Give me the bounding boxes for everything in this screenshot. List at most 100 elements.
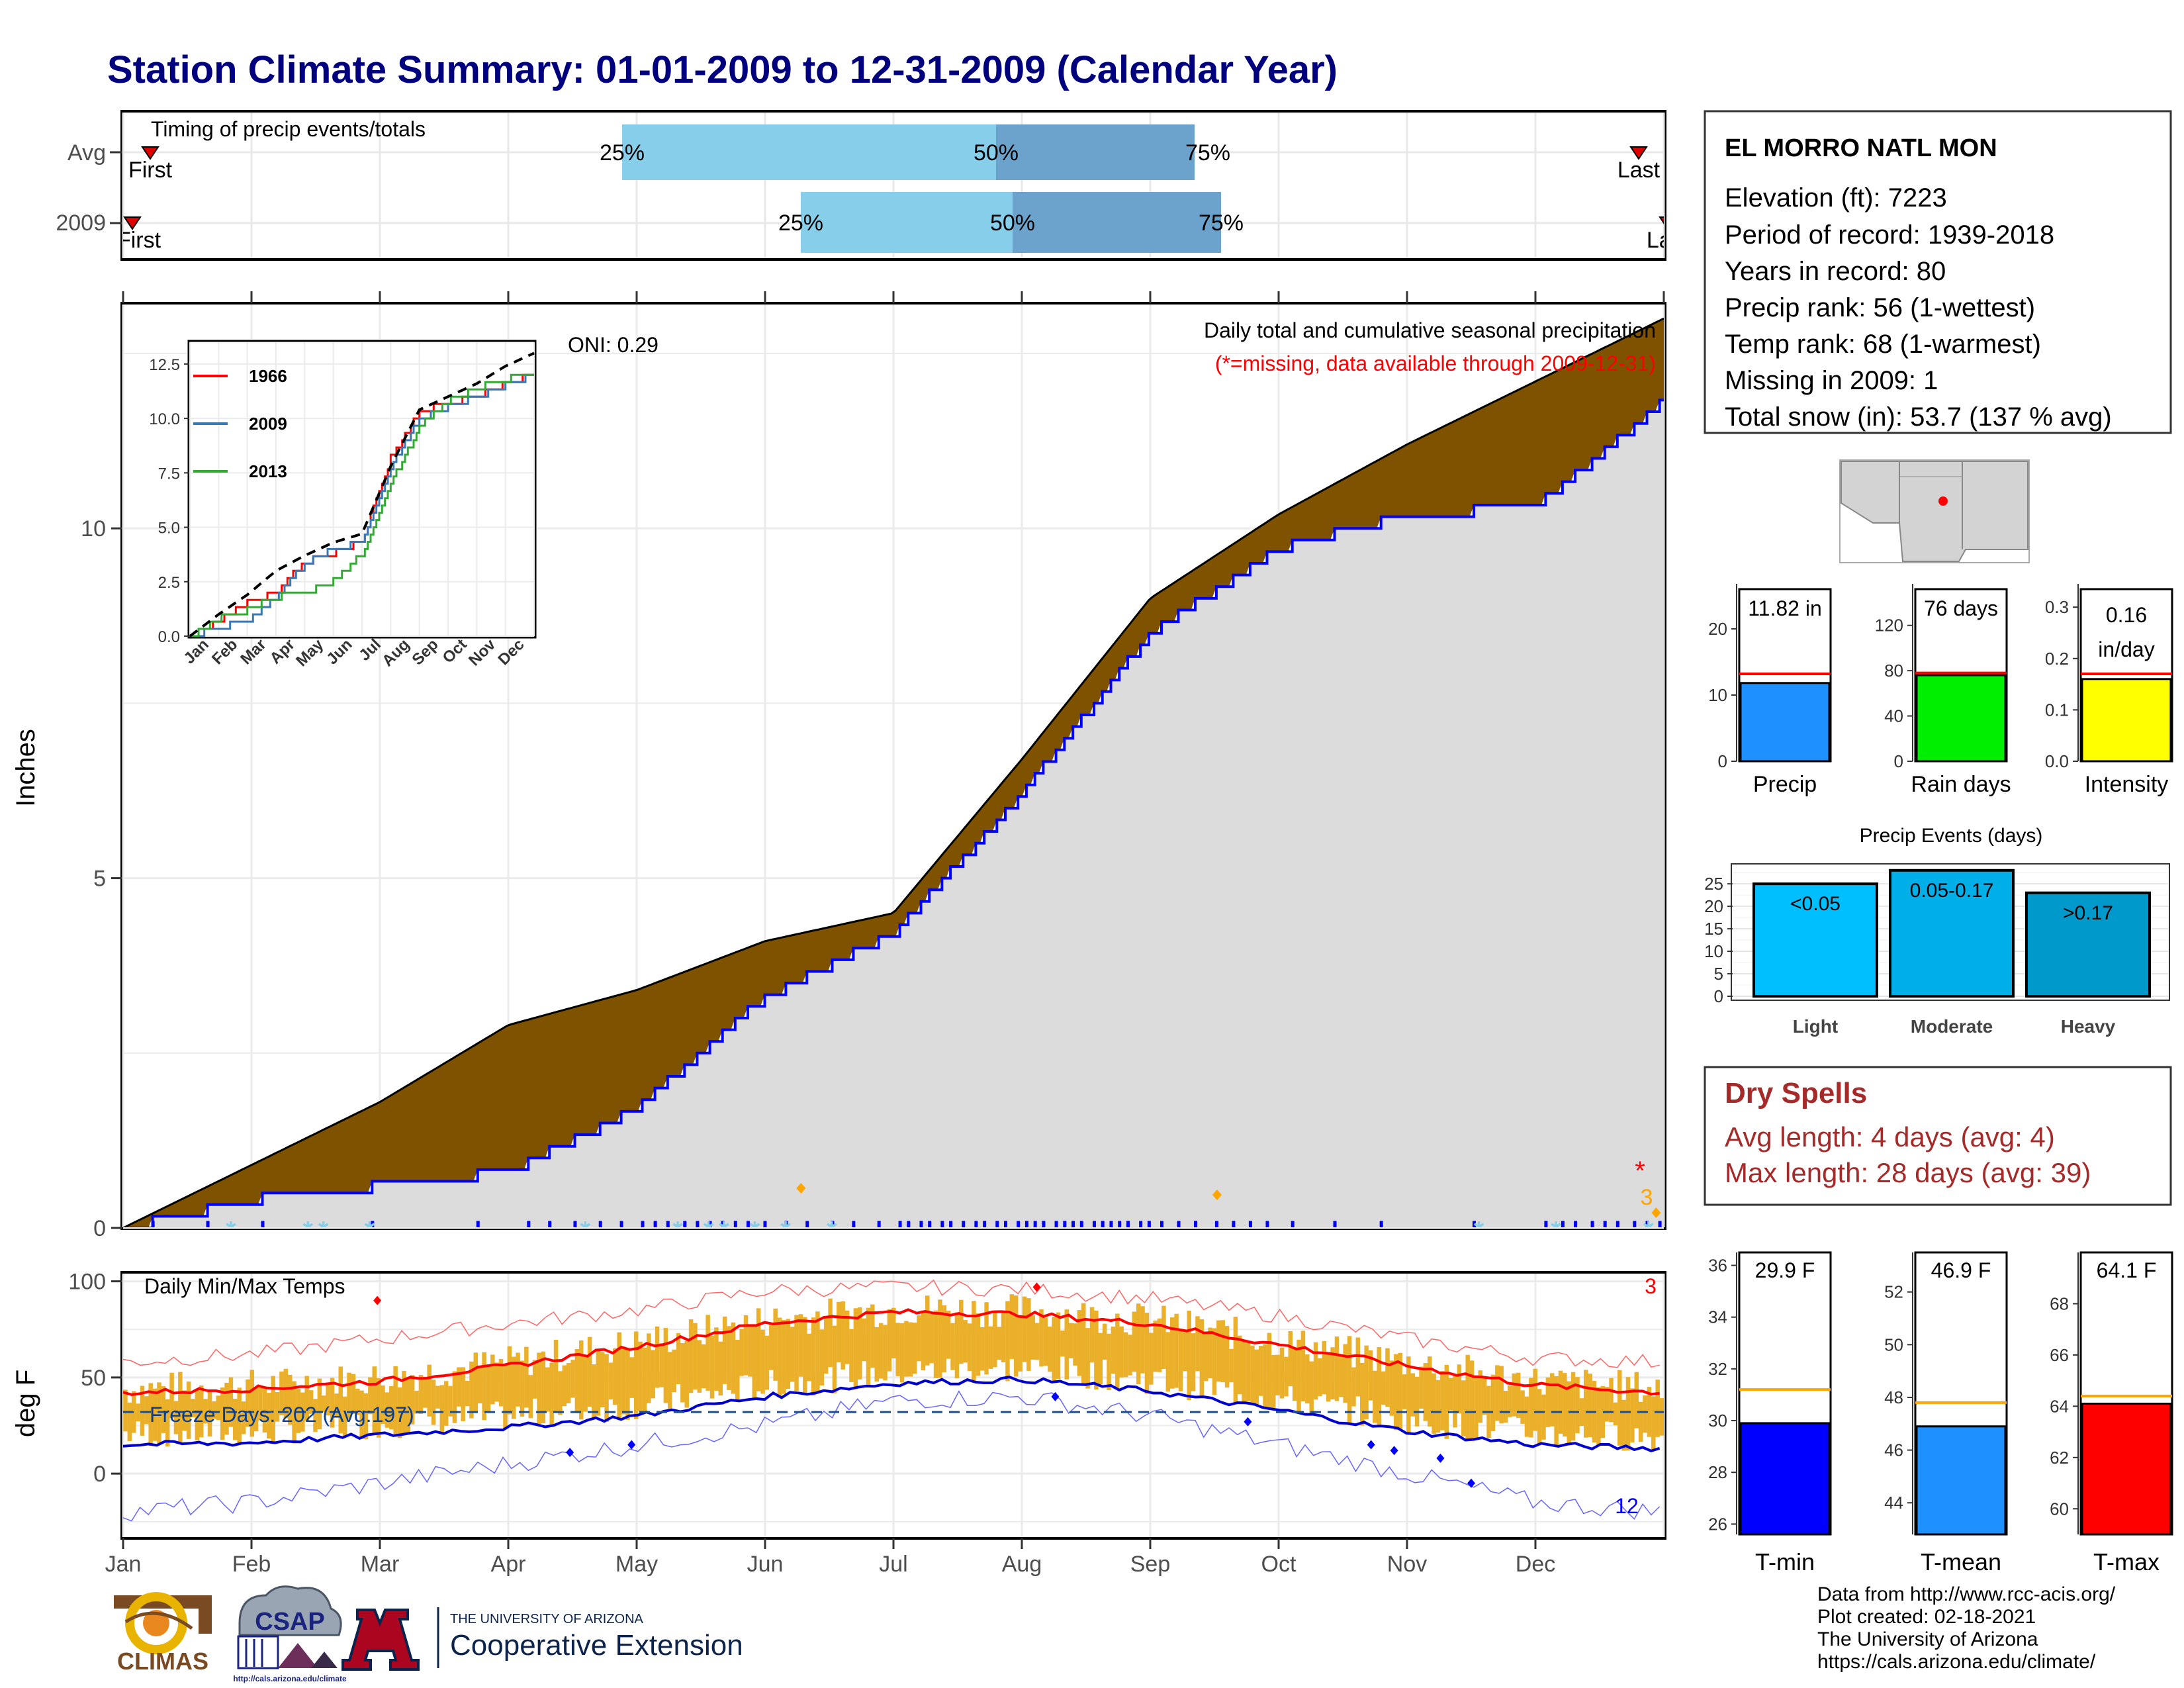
daily-temp-bar bbox=[1659, 1398, 1664, 1436]
precip-ytick-label: 10 bbox=[81, 516, 106, 541]
daily-temp-bar bbox=[1203, 1334, 1208, 1382]
daily-temp-bar bbox=[625, 1348, 630, 1420]
month-label: Oct bbox=[1261, 1552, 1297, 1577]
summary-value: in/day bbox=[2098, 637, 2154, 661]
temp-count-bottom: 12 bbox=[1615, 1494, 1639, 1518]
timing-avg-first-marker bbox=[141, 146, 159, 160]
daily-temp-bar bbox=[993, 1312, 997, 1368]
csap-text: CSAP bbox=[255, 1608, 325, 1636]
daily-temp-bar bbox=[1047, 1327, 1052, 1372]
daily-temp-bar bbox=[313, 1399, 318, 1432]
daily-temp-bar bbox=[629, 1357, 635, 1398]
timing-2009-p25: 25% bbox=[778, 211, 823, 236]
temp-bar-label: T-min bbox=[1755, 1548, 1815, 1575]
inset-line-avg bbox=[189, 352, 535, 637]
daily-precip-bar bbox=[1232, 1221, 1236, 1227]
daily-temp-bar bbox=[1157, 1318, 1162, 1372]
daily-temp-bar bbox=[287, 1374, 293, 1425]
record-low-marker bbox=[1367, 1440, 1375, 1450]
temp-bar-label: T-max bbox=[2093, 1548, 2160, 1575]
daily-temp-bar bbox=[1364, 1345, 1369, 1420]
station-line: Missing in 2009: 1 bbox=[1725, 366, 1938, 395]
record-max-line bbox=[123, 1279, 1660, 1368]
daily-temp-bar bbox=[807, 1333, 811, 1382]
locator-map bbox=[1839, 459, 2030, 563]
events-bar-label: >0.17 bbox=[2063, 902, 2113, 924]
daily-temp-bar bbox=[494, 1362, 499, 1402]
daily-temp-bar bbox=[1440, 1371, 1445, 1430]
daily-temp-bar bbox=[878, 1323, 884, 1379]
daily-temp-bar bbox=[1073, 1323, 1077, 1366]
temp-bar-ytick-label: 64 bbox=[2050, 1396, 2069, 1416]
daily-temp-bar bbox=[477, 1367, 482, 1404]
daily-temp-bar bbox=[832, 1325, 837, 1393]
daily-precip-bar bbox=[1079, 1221, 1083, 1227]
record-precip-marker bbox=[1651, 1207, 1661, 1218]
daily-precip-bar bbox=[371, 1221, 375, 1227]
daily-temp-bar bbox=[714, 1327, 719, 1391]
daily-temp-bar bbox=[794, 1315, 799, 1391]
daily-temp-bar bbox=[1060, 1331, 1065, 1357]
daily-temp-bar bbox=[874, 1327, 879, 1382]
daily-precip-bar bbox=[1590, 1221, 1594, 1227]
csap-url: http://cals.arizona.edu/climate bbox=[233, 1674, 347, 1683]
daily-temp-bar bbox=[1183, 1332, 1187, 1372]
footer-line: Plot created: 02-18-2021 bbox=[1817, 1606, 2036, 1628]
daily-temp-bar bbox=[1617, 1370, 1622, 1446]
freeze-days: Freeze Days: 202 (Avg:197) bbox=[150, 1403, 414, 1427]
daily-precip-bar bbox=[733, 1221, 737, 1227]
snow-marker: ✱ bbox=[718, 1219, 730, 1235]
daily-temp-bar bbox=[688, 1319, 694, 1393]
timing-2009-bar-q2 bbox=[1013, 192, 1221, 253]
daily-temp-bar bbox=[127, 1402, 132, 1441]
snow-marker: ✱ bbox=[302, 1219, 314, 1235]
climas-text: CLIMAS bbox=[117, 1648, 208, 1675]
daily-temp-bar bbox=[743, 1315, 749, 1376]
daily-temp-bar bbox=[651, 1350, 655, 1399]
daily-temp-bar bbox=[756, 1308, 761, 1391]
inset-ytick-label: 12.5 bbox=[149, 356, 180, 374]
daily-temp-bar bbox=[292, 1381, 296, 1444]
oni-label: ONI: 0.29 bbox=[568, 333, 659, 357]
daily-temp-bar bbox=[338, 1366, 343, 1434]
daily-temp-bar bbox=[347, 1372, 351, 1420]
daily-temp-bar bbox=[579, 1340, 584, 1420]
daily-temp-bar bbox=[1570, 1372, 1576, 1441]
summary-ytick-label: 0.1 bbox=[2045, 700, 2069, 720]
daily-precip-bar bbox=[1033, 1221, 1037, 1227]
daily-precip-bar bbox=[1574, 1221, 1578, 1227]
daily-temp-bar bbox=[1199, 1319, 1205, 1396]
daily-temp-bar bbox=[633, 1331, 639, 1419]
daily-temp-bar bbox=[722, 1316, 727, 1384]
daily-precip-bar bbox=[763, 1221, 767, 1227]
daily-temp-bar bbox=[131, 1391, 136, 1433]
daily-temp-bar bbox=[376, 1378, 381, 1438]
daily-temp-bar bbox=[1428, 1356, 1432, 1427]
daily-temp-bar bbox=[837, 1301, 841, 1363]
daily-temp-bar bbox=[1435, 1380, 1441, 1433]
daily-temp-bar bbox=[959, 1299, 964, 1364]
timing-2009-first: First bbox=[117, 228, 161, 253]
daily-temp-bar bbox=[228, 1377, 234, 1427]
daily-temp-bar bbox=[917, 1315, 921, 1362]
daily-precip-bar bbox=[1042, 1221, 1046, 1227]
daily-temp-bar bbox=[1288, 1331, 1293, 1387]
daily-temp-bar bbox=[1512, 1373, 1517, 1417]
daily-precip-bar bbox=[641, 1221, 645, 1227]
daily-temp-bar bbox=[1208, 1327, 1212, 1379]
daily-precip-bar bbox=[1615, 1221, 1619, 1227]
daily-temp-bar bbox=[443, 1381, 449, 1426]
daily-temp-bar bbox=[1123, 1332, 1128, 1378]
temp-bar-ytick-label: 28 bbox=[1708, 1462, 1727, 1482]
daily-precip-bar bbox=[928, 1221, 932, 1227]
daily-temp-bar bbox=[1149, 1333, 1154, 1385]
temp-bar-ytick-label: 48 bbox=[1884, 1387, 1903, 1407]
daily-precip-bar bbox=[1214, 1221, 1218, 1227]
daily-precip-bar bbox=[983, 1221, 987, 1227]
daily-temp-bar bbox=[191, 1399, 195, 1418]
daily-temp-bar bbox=[1541, 1394, 1546, 1440]
timing-panel: Timing of precip events/totals Avg 2009 … bbox=[56, 110, 1666, 261]
daily-temp-bar bbox=[1136, 1303, 1141, 1385]
precip-avg-line bbox=[123, 317, 1664, 1227]
